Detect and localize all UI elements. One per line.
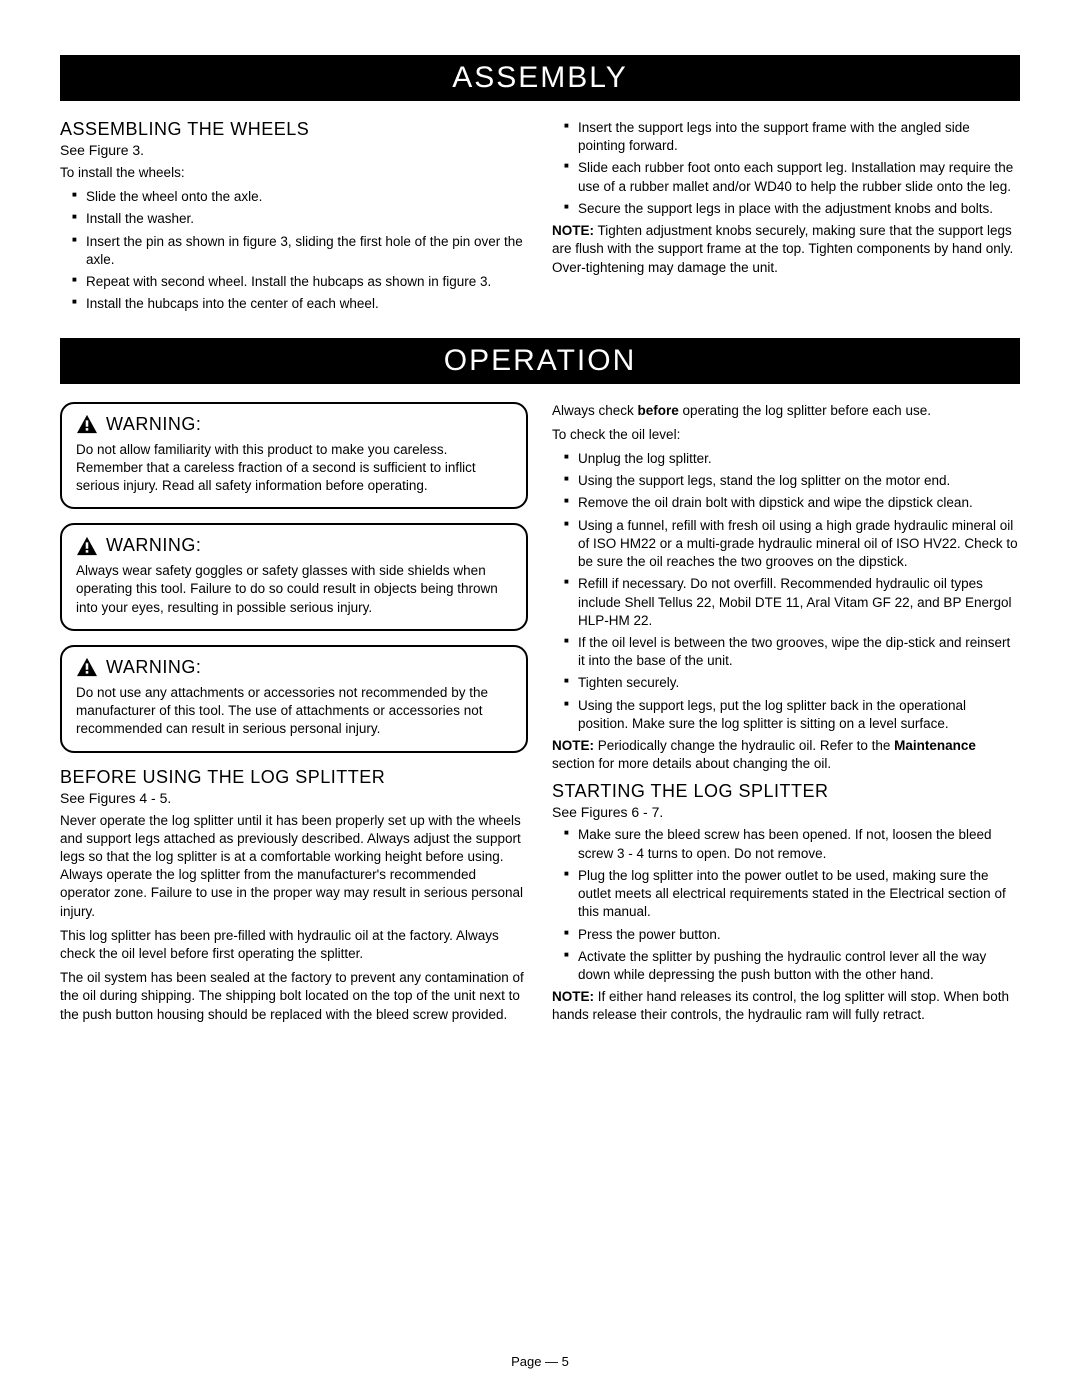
starting-note: NOTE: If either hand releases its contro… bbox=[552, 988, 1020, 1024]
list-item: Insert the pin as shown in figure 3, sli… bbox=[72, 233, 528, 269]
list-item: Slide the wheel onto the axle. bbox=[72, 188, 528, 206]
list-item: Using the support legs, put the log spli… bbox=[564, 697, 1020, 733]
list-item: If the oil level is between the two groo… bbox=[564, 634, 1020, 670]
check-oil-title: To check the oil level: bbox=[552, 426, 1020, 444]
assembling-wheels-title: ASSEMBLING THE WHEELS bbox=[60, 119, 528, 140]
operation-right-col: Always check before operating the log sp… bbox=[552, 402, 1020, 1031]
note-text: Periodically change the hydraulic oil. R… bbox=[594, 738, 894, 753]
list-item: Make sure the bleed screw has been opene… bbox=[564, 826, 1020, 862]
before-para-1: Never operate the log splitter until it … bbox=[60, 812, 528, 921]
operation-left-col: WARNING: Do not allow familiarity with t… bbox=[60, 402, 528, 1031]
maintenance-word: Maintenance bbox=[894, 738, 976, 753]
assembly-columns: ASSEMBLING THE WHEELS See Figure 3. To i… bbox=[60, 119, 1020, 318]
starting-list: Make sure the bleed screw has been opene… bbox=[552, 826, 1020, 984]
text: Always check bbox=[552, 403, 638, 418]
warning-body: Do not allow familiarity with this produ… bbox=[76, 441, 512, 496]
warning-header: WARNING: bbox=[76, 657, 512, 678]
assembly-banner: ASSEMBLY bbox=[60, 55, 1020, 101]
list-item: Using a funnel, refill with fresh oil us… bbox=[564, 517, 1020, 572]
list-item: Plug the log splitter into the power out… bbox=[564, 867, 1020, 922]
warning-triangle-icon bbox=[76, 536, 98, 556]
operation-banner: OPERATION bbox=[60, 338, 1020, 384]
list-item: Refill if necessary. Do not overfill. Re… bbox=[564, 575, 1020, 630]
note-label: NOTE: bbox=[552, 989, 594, 1004]
oil-note: NOTE: Periodically change the hydraulic … bbox=[552, 737, 1020, 773]
warning-header: WARNING: bbox=[76, 414, 512, 435]
before-para-2: This log splitter has been pre-filled wi… bbox=[60, 927, 528, 963]
bold-before: before bbox=[638, 403, 679, 418]
operation-columns: WARNING: Do not allow familiarity with t… bbox=[60, 402, 1020, 1031]
warning-title: WARNING: bbox=[106, 535, 201, 556]
right-intro-para: Always check before operating the log sp… bbox=[552, 402, 1020, 420]
assembly-right-list: Insert the support legs into the support… bbox=[552, 119, 1020, 218]
warning-header: WARNING: bbox=[76, 535, 512, 556]
see-figure-3: See Figure 3. bbox=[60, 142, 528, 158]
list-item: Press the power button. bbox=[564, 926, 1020, 944]
assembly-note: NOTE: Tighten adjustment knobs securely,… bbox=[552, 222, 1020, 277]
page-number: Page — 5 bbox=[0, 1354, 1080, 1369]
see-figures-6-7: See Figures 6 - 7. bbox=[552, 804, 1020, 820]
note-text: Tighten adjustment knobs securely, makin… bbox=[552, 223, 1013, 274]
see-figures-4-5: See Figures 4 - 5. bbox=[60, 790, 528, 806]
list-item: Slide each rubber foot onto each support… bbox=[564, 159, 1020, 195]
warning-box-3: WARNING: Do not use any attachments or a… bbox=[60, 645, 528, 753]
starting-title: STARTING THE LOG SPLITTER bbox=[552, 781, 1020, 802]
warning-triangle-icon bbox=[76, 414, 98, 434]
note-label: NOTE: bbox=[552, 738, 594, 753]
list-item: Install the washer. bbox=[72, 210, 528, 228]
warning-triangle-icon bbox=[76, 657, 98, 677]
before-using-title: BEFORE USING THE LOG SPLITTER bbox=[60, 767, 528, 788]
list-item: Remove the oil drain bolt with dipstick … bbox=[564, 494, 1020, 512]
warning-title: WARNING: bbox=[106, 414, 201, 435]
warning-box-1: WARNING: Do not allow familiarity with t… bbox=[60, 402, 528, 510]
install-wheels-intro: To install the wheels: bbox=[60, 164, 528, 182]
list-item: Secure the support legs in place with th… bbox=[564, 200, 1020, 218]
warning-box-2: WARNING: Always wear safety goggles or s… bbox=[60, 523, 528, 631]
assembly-left-col: ASSEMBLING THE WHEELS See Figure 3. To i… bbox=[60, 119, 528, 318]
note-after: section for more details about changing … bbox=[552, 756, 831, 771]
list-item: Using the support legs, stand the log sp… bbox=[564, 472, 1020, 490]
warning-body: Always wear safety goggles or safety gla… bbox=[76, 562, 512, 617]
note-label: NOTE: bbox=[552, 223, 594, 238]
assembly-right-col: Insert the support legs into the support… bbox=[552, 119, 1020, 318]
list-item: Tighten securely. bbox=[564, 674, 1020, 692]
note-text: If either hand releases its control, the… bbox=[552, 989, 1009, 1022]
list-item: Activate the splitter by pushing the hyd… bbox=[564, 948, 1020, 984]
warning-title: WARNING: bbox=[106, 657, 201, 678]
list-item: Install the hubcaps into the center of e… bbox=[72, 295, 528, 313]
list-item: Insert the support legs into the support… bbox=[564, 119, 1020, 155]
assembly-left-list: Slide the wheel onto the axle. Install t… bbox=[60, 188, 528, 313]
oil-check-list: Unplug the log splitter. Using the suppo… bbox=[552, 450, 1020, 733]
text: operating the log splitter before each u… bbox=[679, 403, 931, 418]
before-para-3: The oil system has been sealed at the fa… bbox=[60, 969, 528, 1024]
list-item: Unplug the log splitter. bbox=[564, 450, 1020, 468]
warning-body: Do not use any attachments or accessorie… bbox=[76, 684, 512, 739]
list-item: Repeat with second wheel. Install the hu… bbox=[72, 273, 528, 291]
